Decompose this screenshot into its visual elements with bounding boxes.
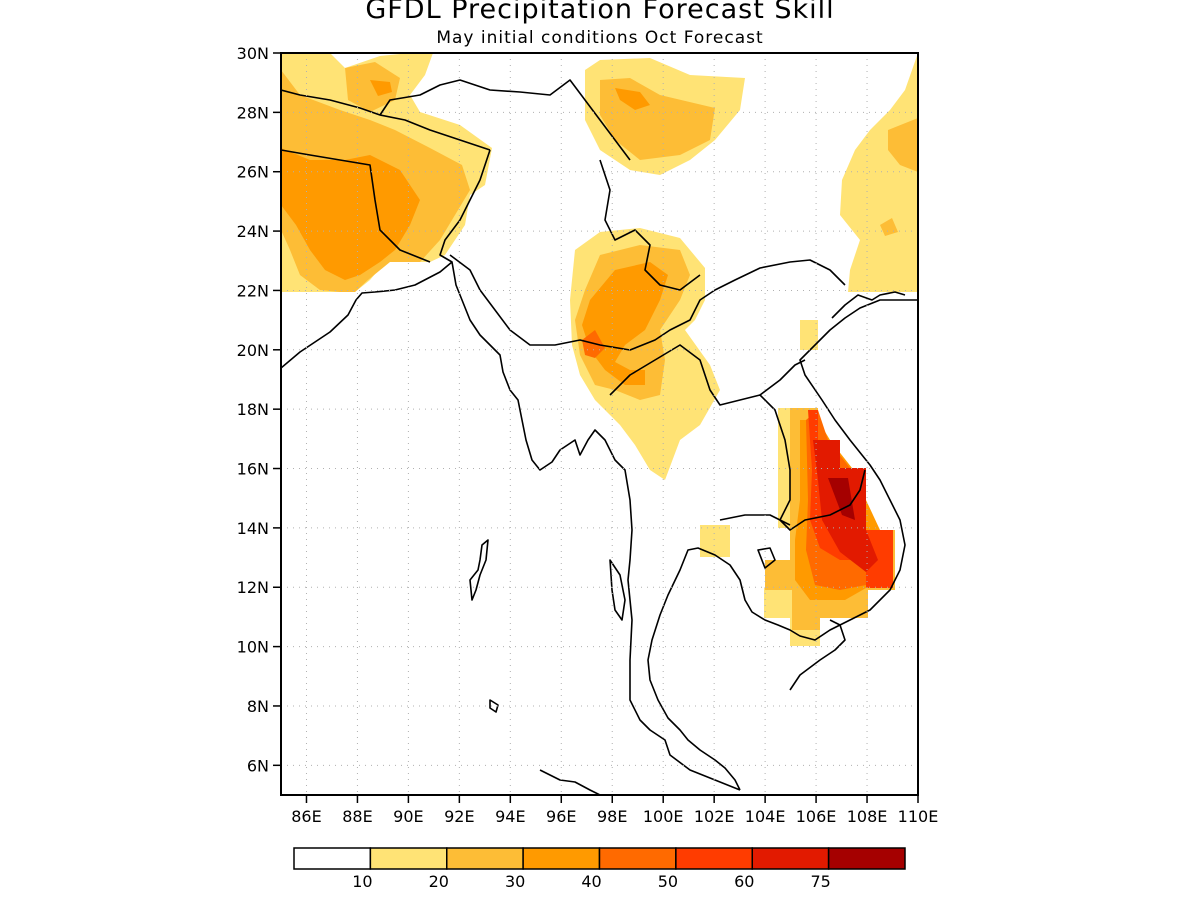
region-myanmar-thailand — [570, 228, 720, 480]
lon-tick-label: 104E — [745, 807, 786, 826]
lat-tick-label: 14N — [237, 519, 269, 538]
lon-tick-label: 108E — [847, 807, 888, 826]
legend-label: 10 — [352, 872, 372, 891]
region-vietnam-cambodia — [700, 408, 895, 646]
legend-label: 30 — [505, 872, 525, 891]
lon-tick-label: 88E — [342, 807, 372, 826]
lat-tick-label: 16N — [237, 460, 269, 479]
lat-tick-label: 26N — [237, 163, 269, 182]
lat-tick-label: 8N — [247, 697, 269, 716]
legend-swatch — [827, 847, 906, 870]
lat-tick-label: 20N — [237, 341, 269, 360]
region-bangladesh — [281, 53, 492, 292]
legend-swatch — [751, 847, 830, 870]
lon-tick-label: 100E — [643, 807, 684, 826]
lon-tick-label: 98E — [597, 807, 627, 826]
region-south-china — [800, 53, 918, 350]
lon-tick-label: 92E — [444, 807, 474, 826]
legend-swatch — [293, 847, 372, 870]
lon-tick-label: 106E — [796, 807, 837, 826]
lat-axis: 6N 8N 10N 12N 14N 16N 18N 20N 22N 24N 26N 28N 30N — [237, 44, 281, 775]
plot-frame — [280, 52, 919, 796]
lat-tick-label: 6N — [247, 756, 269, 775]
lon-tick-label: 90E — [393, 807, 423, 826]
legend-label: 50 — [658, 872, 678, 891]
chart-subtitle: May initial conditions Oct Forecast — [436, 28, 764, 48]
legend-swatch — [598, 847, 677, 870]
legend-colorbar: 10 20 30 40 50 60 75 — [293, 847, 906, 891]
lon-tick-label: 86E — [291, 807, 321, 826]
legend-label: 40 — [581, 872, 601, 891]
lat-tick-label: 30N — [237, 44, 269, 63]
map-grid — [281, 53, 918, 795]
lat-tick-label: 28N — [237, 103, 269, 122]
chart-title: GFDL Precipitation Forecast Skill — [365, 0, 835, 25]
skill-shading — [281, 53, 918, 646]
lat-tick-label: 12N — [237, 578, 269, 597]
region-yunnan — [585, 58, 745, 175]
legend-label: 60 — [734, 872, 754, 891]
legend-swatch — [675, 847, 753, 870]
lat-tick-label: 18N — [237, 400, 269, 419]
legend-swatch — [522, 847, 601, 870]
legend-swatch — [369, 847, 448, 870]
lon-tick-label: 110E — [898, 807, 939, 826]
legend-swatch — [446, 847, 524, 870]
lon-tick-label: 96E — [546, 807, 576, 826]
lat-tick-label: 22N — [237, 281, 269, 300]
legend-label: 75 — [810, 872, 830, 891]
lon-axis: 86E 88E 90E 92E 94E 96E 98E 100E 102E 104E 106E 108… — [291, 795, 938, 826]
lon-tick-label: 94E — [495, 807, 525, 826]
legend-label: 20 — [429, 872, 449, 891]
lon-tick-label: 102E — [694, 807, 735, 826]
lat-tick-label: 24N — [237, 222, 269, 241]
lat-tick-label: 10N — [237, 638, 269, 657]
coastline-borders — [281, 79, 918, 795]
